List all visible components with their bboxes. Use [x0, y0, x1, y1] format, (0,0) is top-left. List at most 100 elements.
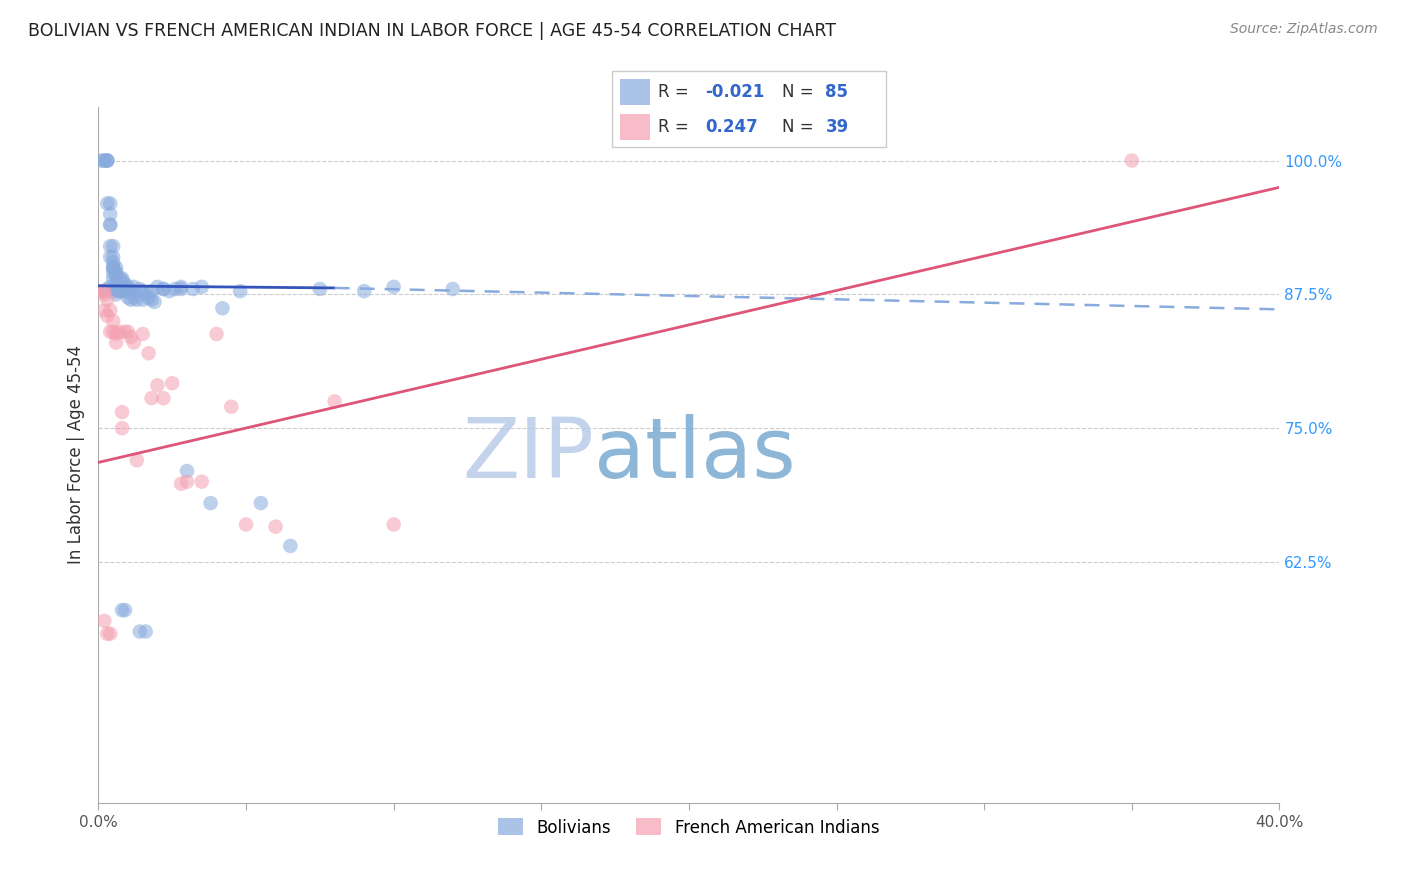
Legend: Bolivians, French American Indians: Bolivians, French American Indians [492, 812, 886, 843]
Point [382, 517, 405, 532]
Point [250, 496, 273, 510]
Point [125, 453, 148, 467]
Point [98, 325, 121, 339]
Point [111, 280, 134, 294]
Point [90, 284, 112, 298]
Point [138, 291, 160, 305]
FancyBboxPatch shape [620, 79, 650, 104]
Point [105, 266, 128, 280]
Point [132, 293, 155, 307]
Point [122, 335, 145, 350]
Point [128, 624, 150, 639]
Point [108, 271, 131, 285]
Point [170, 476, 193, 491]
Point [143, 294, 166, 309]
Point [122, 280, 145, 294]
Point [96, 196, 118, 211]
Point [105, 277, 128, 291]
Point [205, 326, 228, 341]
Text: ZIP: ZIP [463, 415, 595, 495]
Point [103, 239, 125, 253]
Point [93, 153, 115, 168]
Y-axis label: In Labor Force | Age 45-54: In Labor Force | Age 45-54 [66, 345, 84, 565]
Point [103, 314, 125, 328]
Point [108, 284, 131, 298]
Point [98, 250, 121, 264]
Point [105, 282, 128, 296]
Point [117, 282, 139, 296]
Point [114, 325, 136, 339]
Point [98, 303, 121, 318]
Point [152, 282, 174, 296]
Point [141, 284, 163, 298]
Point [103, 250, 125, 264]
Point [146, 280, 169, 294]
Point [111, 271, 134, 285]
Point [98, 196, 121, 211]
Point [128, 282, 150, 296]
Point [105, 326, 128, 341]
Point [200, 496, 222, 510]
Point [103, 284, 125, 298]
Text: 0.247: 0.247 [704, 118, 758, 136]
Point [146, 378, 169, 392]
Point [111, 284, 134, 298]
Point [309, 282, 332, 296]
Point [120, 330, 142, 344]
Point [280, 539, 302, 553]
Point [132, 326, 155, 341]
Point [98, 218, 121, 232]
Point [120, 293, 142, 307]
Point [96, 153, 118, 168]
Point [141, 293, 163, 307]
Point [98, 207, 121, 221]
Point [105, 266, 128, 280]
Point [93, 287, 115, 301]
Point [141, 391, 163, 405]
Point [93, 284, 115, 298]
Point [111, 405, 134, 419]
Text: R =: R = [658, 118, 695, 136]
Point [93, 284, 115, 298]
Point [125, 293, 148, 307]
Text: N =: N = [782, 83, 818, 101]
Point [135, 624, 157, 639]
Point [441, 282, 464, 296]
Point [98, 218, 121, 232]
Point [323, 394, 346, 409]
Point [122, 291, 145, 305]
Text: -0.021: -0.021 [704, 83, 765, 101]
Point [191, 280, 214, 294]
Text: atlas: atlas [595, 415, 796, 495]
Point [211, 301, 233, 316]
Point [1121, 153, 1143, 168]
Point [382, 280, 405, 294]
Point [191, 475, 214, 489]
Point [93, 614, 115, 628]
Point [229, 284, 252, 298]
Point [98, 280, 121, 294]
Text: BOLIVIAN VS FRENCH AMERICAN INDIAN IN LABOR FORCE | AGE 45-54 CORRELATION CHART: BOLIVIAN VS FRENCH AMERICAN INDIAN IN LA… [28, 22, 837, 40]
Text: R =: R = [658, 83, 695, 101]
Point [98, 239, 121, 253]
FancyBboxPatch shape [620, 114, 650, 140]
Point [114, 277, 136, 291]
Point [108, 325, 131, 339]
Point [105, 260, 128, 275]
Point [103, 255, 125, 269]
Point [132, 284, 155, 298]
Point [117, 325, 139, 339]
Point [105, 287, 128, 301]
Point [96, 626, 118, 640]
Point [98, 626, 121, 640]
Point [96, 293, 118, 307]
Point [93, 153, 115, 168]
Point [264, 519, 287, 533]
Point [235, 517, 257, 532]
Text: 85: 85 [825, 83, 848, 101]
Point [122, 284, 145, 298]
Point [108, 282, 131, 296]
Point [103, 271, 125, 285]
Point [96, 309, 118, 323]
Point [111, 421, 134, 435]
